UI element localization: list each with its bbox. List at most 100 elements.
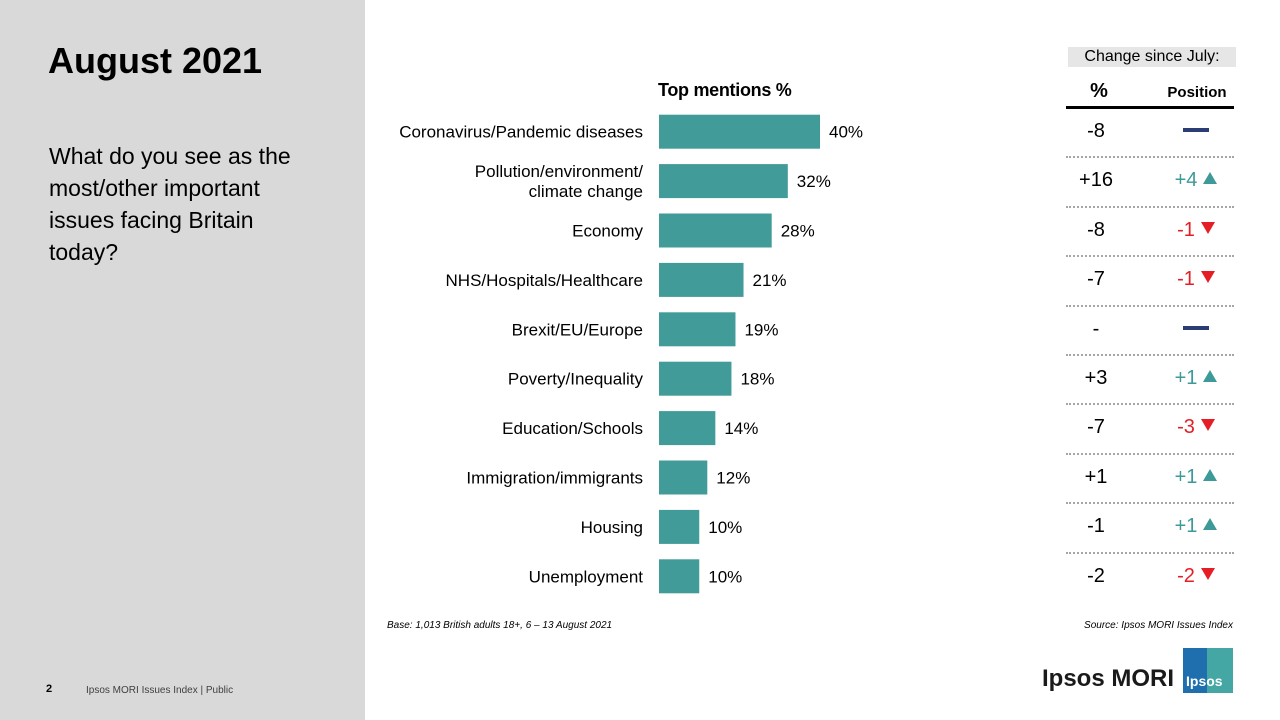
row-separator (1066, 403, 1234, 406)
position-change-value: -2 (1177, 564, 1195, 587)
header-rule (1066, 106, 1234, 109)
category-label-0: Coronavirus/Pandemic diseases (399, 123, 643, 142)
position-change-value: +1 (1174, 367, 1198, 389)
pct-change: -7 (1087, 268, 1105, 291)
position-change: +4 (1158, 169, 1234, 192)
triangle-up-icon (1203, 468, 1218, 481)
pct-change: +16 (1079, 169, 1113, 192)
pct-change: - (1092, 317, 1100, 340)
bar-chart: 40% Coronavirus/Pandemic diseases 32% Pollu… (399, 114, 863, 594)
bar-value-label-6: 14% (724, 419, 758, 438)
pct-change: +1 (1084, 465, 1108, 488)
no-change-dash-icon (1183, 128, 1209, 132)
page-title: August 2021 (48, 40, 263, 81)
category-label-6: Education/Schools (502, 419, 643, 438)
position-change: +1 (1158, 367, 1234, 390)
bar-7 (659, 460, 708, 495)
bar-value-label-9: 10% (708, 567, 742, 586)
category-label-5: Poverty/Inequality (508, 370, 644, 389)
pct-change: -1 (1087, 515, 1105, 538)
position-change: -1 (1158, 268, 1234, 291)
triangle-down-icon (1200, 419, 1215, 432)
change-header: Change since July: (1068, 47, 1236, 67)
brand-name: Ipsos MORI (1042, 665, 1175, 692)
change-row: +3 +1 (1066, 354, 1234, 404)
position-change (1158, 120, 1234, 143)
position-change: -3 (1158, 416, 1234, 439)
triangle-up-icon (1203, 370, 1218, 382)
change-position-column-header: Position (1167, 84, 1227, 101)
position-change: -2 (1158, 565, 1234, 588)
change-row: -8 -1 (1066, 206, 1234, 256)
no-change-dash-icon (1183, 325, 1209, 330)
footer-text: Ipsos MORI Issues Index | Public (86, 685, 234, 696)
bar-1 (659, 164, 788, 199)
pct-change: -7 (1087, 416, 1105, 439)
position-change: +1 (1158, 515, 1234, 538)
bar-value-label-4: 19% (744, 320, 778, 339)
change-row: +1 +1 (1066, 453, 1234, 503)
row-separator (1066, 502, 1234, 505)
change-row: - (1066, 305, 1234, 355)
row-separator (1066, 452, 1234, 455)
bar-8 (659, 509, 700, 544)
triangle-down-icon (1200, 567, 1215, 580)
position-change (1158, 318, 1234, 341)
position-change-value: -3 (1177, 416, 1195, 439)
pct-change: +3 (1084, 367, 1108, 389)
triangle-down-icon (1200, 271, 1215, 284)
change-row: +16 +4 (1066, 156, 1234, 206)
category-label-3: NHS/Hospitals/Healthcare (446, 271, 643, 290)
logo-text: Ipsos (1186, 673, 1223, 689)
pct-change: -8 (1087, 218, 1105, 241)
triangle-down-icon (1200, 221, 1215, 234)
row-separator (1066, 354, 1234, 356)
change-row: -8 (1066, 107, 1234, 157)
source-note: Source: Ipsos MORI Issues Index (1084, 620, 1233, 631)
change-pct-column-header: % (1090, 80, 1108, 102)
triangle-up-icon (1203, 518, 1218, 531)
bar-value-label-0: 40% (829, 123, 863, 142)
category-label-4: Brexit/EU/Europe (512, 320, 643, 339)
bar-value-label-8: 10% (708, 518, 742, 537)
bar-9 (659, 559, 700, 594)
change-row: -7 -3 (1066, 403, 1234, 453)
bar-5 (659, 361, 732, 396)
change-row: -2 -2 (1066, 552, 1234, 602)
left-panel (0, 0, 365, 720)
base-note: Base: 1,013 British adults 18+, 6 – 13 A… (387, 620, 613, 631)
row-separator (1066, 205, 1234, 208)
survey-question: What do you see as the most/other import… (49, 143, 291, 265)
page-number: 2 (46, 683, 53, 695)
position-change: -1 (1158, 219, 1234, 242)
position-change-value: +1 (1174, 465, 1198, 488)
category-label-1: Pollution/environment/climate change (475, 162, 643, 201)
logo-teal-shape (1207, 648, 1233, 693)
bar-value-label-3: 21% (753, 271, 787, 290)
bar-value-label-5: 18% (740, 370, 774, 389)
bar-3 (659, 262, 744, 297)
category-label-7: Immigration/immigrants (466, 469, 643, 488)
pct-change: -2 (1087, 564, 1105, 587)
row-separator (1066, 255, 1234, 258)
row-separator (1066, 156, 1234, 159)
change-row: -1 +1 (1066, 502, 1234, 552)
category-label-8: Housing (581, 518, 643, 537)
position-change-value: -1 (1177, 218, 1195, 241)
bar-value-label-7: 12% (716, 469, 750, 488)
row-separator (1066, 304, 1234, 307)
bar-0 (659, 114, 820, 149)
row-separator (1066, 551, 1234, 554)
bar-value-label-1: 32% (797, 172, 831, 191)
bar-2 (659, 213, 772, 248)
chart-title: Top mentions % (658, 80, 792, 100)
change-row: -7 -1 (1066, 255, 1234, 305)
bar-4 (659, 312, 736, 347)
pct-change: -8 (1087, 120, 1105, 142)
bar-6 (659, 411, 716, 446)
bar-value-label-2: 28% (781, 222, 815, 241)
position-change: +1 (1158, 466, 1234, 489)
ipsos-logo: Ipsos (1183, 648, 1233, 693)
category-label-2: Economy (572, 222, 643, 241)
category-label-9: Unemployment (529, 567, 644, 586)
